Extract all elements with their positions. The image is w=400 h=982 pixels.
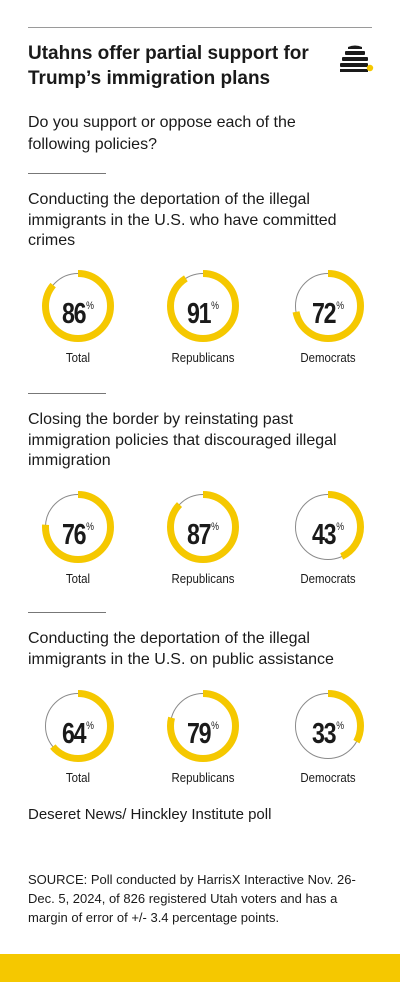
donut-chart bbox=[42, 690, 114, 762]
donut-chart bbox=[42, 270, 114, 342]
donut-chart bbox=[167, 491, 239, 563]
donut-democrats: 43% Democrats bbox=[278, 491, 378, 601]
percent-sign: % bbox=[211, 720, 220, 732]
donut-number: 33 bbox=[311, 718, 337, 750]
section-rule bbox=[28, 393, 106, 394]
donut-label: Republicans bbox=[171, 571, 235, 586]
beehive-icon bbox=[340, 45, 374, 72]
percent-sign: % bbox=[86, 720, 95, 732]
survey-question: Do you support or oppose each of the fol… bbox=[28, 114, 296, 153]
donut-row-1: 86% Total 91% Republicans 72% Democrats bbox=[0, 270, 400, 380]
section-rule bbox=[28, 173, 106, 174]
donut-arc bbox=[42, 491, 114, 563]
donut-value: 72% bbox=[299, 286, 357, 334]
donut-chart bbox=[292, 491, 364, 563]
policy-section-1: Conducting the deportation of the illega… bbox=[28, 173, 372, 252]
donut-label: Total bbox=[65, 770, 91, 785]
section-rule bbox=[28, 612, 106, 613]
donut-arc bbox=[42, 690, 114, 762]
donut-total: 76% Total bbox=[28, 491, 128, 601]
donut-arc bbox=[292, 270, 364, 342]
donut-label: Total bbox=[65, 350, 91, 365]
donut-number: 91 bbox=[186, 298, 212, 330]
policy-title: Conducting the deportation of the illega… bbox=[28, 630, 334, 668]
donut-total: 64% Total bbox=[28, 690, 128, 800]
donut-number: 43 bbox=[311, 519, 337, 551]
donut-republicans: 79% Republicans bbox=[153, 690, 253, 800]
donut-arc bbox=[167, 270, 239, 342]
donut-number: 64 bbox=[61, 718, 87, 750]
donut-label: Democrats bbox=[300, 571, 356, 586]
page-title: Utahns offer partial support for Trump’s… bbox=[28, 43, 309, 89]
policy-title: Closing the border by reinstating past i… bbox=[28, 411, 337, 469]
donut-total: 86% Total bbox=[28, 270, 128, 380]
donut-value: 33% bbox=[299, 706, 357, 754]
donut-democrats: 72% Democrats bbox=[278, 270, 378, 380]
policy-section-3: Conducting the deportation of the illega… bbox=[28, 612, 372, 670]
percent-sign: % bbox=[86, 300, 95, 312]
donut-chart bbox=[292, 690, 364, 762]
donut-value: 86% bbox=[49, 286, 107, 334]
donut-chart bbox=[167, 690, 239, 762]
donut-row-3: 64% Total 79% Republicans 33% Democrats bbox=[0, 690, 400, 800]
donut-label: Democrats bbox=[300, 350, 356, 365]
percent-sign: % bbox=[336, 300, 345, 312]
donut-number: 79 bbox=[186, 718, 212, 750]
donut-chart bbox=[167, 270, 239, 342]
donut-republicans: 91% Republicans bbox=[153, 270, 253, 380]
donut-value: 43% bbox=[299, 507, 357, 555]
donut-chart bbox=[292, 270, 364, 342]
percent-sign: % bbox=[336, 720, 345, 732]
donut-label: Republicans bbox=[171, 350, 235, 365]
percent-sign: % bbox=[211, 300, 220, 312]
footer-bar bbox=[0, 954, 400, 982]
donut-label: Democrats bbox=[300, 770, 356, 785]
donut-value: 76% bbox=[49, 507, 107, 555]
policy-title: Conducting the deportation of the illega… bbox=[28, 191, 337, 249]
source-name: Deseret News/ Hinckley Institute poll bbox=[28, 806, 272, 823]
donut-value: 79% bbox=[174, 706, 232, 754]
donut-republicans: 87% Republicans bbox=[153, 491, 253, 601]
donut-arc bbox=[167, 491, 239, 563]
top-rule bbox=[28, 27, 372, 28]
donut-democrats: 33% Democrats bbox=[278, 690, 378, 800]
policy-section-2: Closing the border by reinstating past i… bbox=[28, 393, 372, 472]
source-note: SOURCE: Poll conducted by HarrisX Intera… bbox=[28, 872, 356, 925]
donut-arc bbox=[167, 690, 239, 762]
percent-sign: % bbox=[336, 521, 345, 533]
donut-row-2: 76% Total 87% Republicans 43% Democrats bbox=[0, 491, 400, 601]
donut-label: Republicans bbox=[171, 770, 235, 785]
donut-value: 64% bbox=[49, 706, 107, 754]
donut-label: Total bbox=[65, 571, 91, 586]
percent-sign: % bbox=[211, 521, 220, 533]
percent-sign: % bbox=[86, 521, 95, 533]
donut-number: 87 bbox=[186, 519, 212, 551]
donut-value: 91% bbox=[174, 286, 232, 334]
donut-arc bbox=[292, 491, 364, 563]
donut-arc bbox=[42, 270, 114, 342]
donut-arc bbox=[292, 690, 364, 762]
donut-value: 87% bbox=[174, 507, 232, 555]
donut-chart bbox=[42, 491, 114, 563]
donut-number: 72 bbox=[311, 298, 337, 330]
donut-number: 76 bbox=[61, 519, 87, 551]
donut-number: 86 bbox=[61, 298, 87, 330]
